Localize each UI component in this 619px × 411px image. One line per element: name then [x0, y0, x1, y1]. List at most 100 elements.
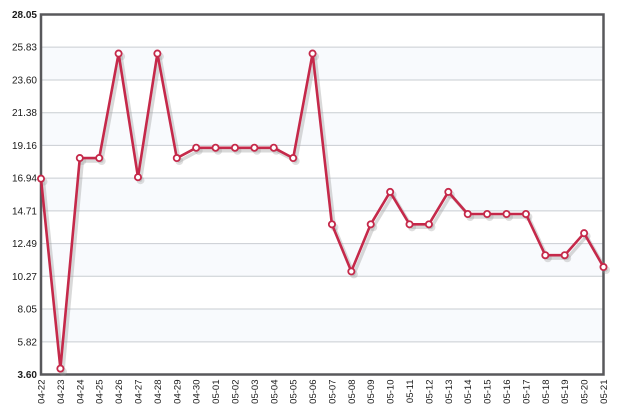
x-axis-label-group: 05-01: [211, 380, 222, 404]
plot-band: [41, 341, 604, 375]
x-axis-label-group: 04-29: [172, 380, 183, 404]
line-shadow: [41, 54, 608, 374]
data-point: [289, 154, 298, 163]
y-axis-label: 3.60: [18, 370, 38, 381]
y-axis-label: 10.27: [12, 272, 37, 283]
x-axis-label: 05-15: [483, 380, 494, 404]
x-axis-label: 05-08: [347, 380, 358, 404]
data-point: [405, 220, 414, 229]
x-axis-label: 05-05: [289, 380, 300, 404]
data-point: [56, 364, 65, 373]
x-axis-label-group: 04-24: [75, 380, 86, 404]
x-axis-label-group: 05-16: [502, 380, 513, 404]
data-point: [308, 49, 317, 58]
x-axis-label: 04-30: [192, 380, 203, 404]
x-axis-label-group: 04-25: [95, 380, 106, 404]
data-point: [386, 187, 395, 196]
data-point: [560, 251, 569, 260]
y-axis-label: 28.05: [12, 10, 37, 21]
plot-band: [41, 309, 604, 342]
plot-band: [41, 14, 604, 48]
x-axis-label-group: 05-11: [405, 380, 416, 404]
x-axis-label-group: 04-30: [192, 380, 203, 404]
x-axis-label: 05-12: [424, 380, 435, 404]
x-axis-label-group: 05-02: [230, 380, 241, 404]
data-point: [211, 143, 220, 152]
x-axis-label: 05-17: [521, 380, 532, 404]
data-point: [483, 210, 492, 219]
x-axis-label-group: 05-20: [580, 380, 591, 404]
x-axis-label: 05-11: [405, 380, 416, 404]
x-axis-label-group: 04-26: [114, 380, 125, 404]
data-point: [192, 143, 201, 152]
x-axis-label: 05-21: [599, 380, 610, 404]
data-point: [541, 251, 550, 260]
x-axis-label: 04-26: [114, 380, 125, 404]
x-axis-label-group: 05-06: [308, 380, 319, 404]
x-axis-label: 05-16: [502, 380, 513, 404]
x-axis-label: 05-06: [308, 380, 319, 404]
x-axis-label-group: 05-18: [541, 380, 552, 404]
y-axis-label: 25.83: [12, 43, 37, 54]
data-point: [95, 154, 104, 163]
x-axis-label: 04-27: [133, 380, 144, 404]
data-point: [153, 49, 162, 58]
plot-border: [39, 13, 605, 376]
data-point: [250, 143, 259, 152]
x-axis-label-group: 04-27: [133, 380, 144, 404]
data-point: [424, 220, 433, 229]
x-axis-label: 05-19: [560, 380, 571, 404]
x-axis-label: 05-07: [327, 380, 338, 404]
x-axis-label: 04-25: [95, 380, 106, 404]
y-axis-label: 8.05: [18, 304, 38, 315]
data-point: [463, 210, 472, 219]
data-point: [347, 267, 356, 276]
data-point: [230, 143, 239, 152]
x-axis-label-group: 05-05: [289, 380, 300, 404]
x-axis-label-group: 05-19: [560, 380, 571, 404]
x-axis-label-group: 05-13: [444, 380, 455, 404]
x-axis-label-group: 05-07: [327, 380, 338, 404]
data-point: [366, 220, 375, 229]
x-axis-label: 05-03: [250, 380, 261, 404]
x-axis-label: 05-13: [444, 380, 455, 404]
plot-band: [41, 178, 604, 211]
data-point: [37, 174, 46, 183]
x-axis-label-group: 05-17: [521, 380, 532, 404]
x-axis-label: 05-14: [463, 380, 474, 404]
y-axis-label: 12.49: [12, 239, 37, 250]
data-point: [444, 187, 453, 196]
data-point: [133, 173, 142, 182]
plot-band: [41, 47, 604, 80]
x-axis-label-group: 05-08: [347, 380, 358, 404]
plot-band: [41, 243, 604, 277]
x-axis-label: 04-23: [56, 380, 67, 404]
data-point: [327, 220, 336, 229]
data-point: [502, 210, 511, 219]
x-axis-label: 05-09: [366, 380, 377, 404]
x-axis-label-group: 04-22: [37, 380, 48, 404]
data-point: [599, 263, 608, 272]
x-axis-label-group: 05-15: [483, 380, 494, 404]
data-point: [269, 143, 278, 152]
x-axis-label-group: 05-09: [366, 380, 377, 404]
x-axis-label: 04-28: [153, 380, 164, 404]
x-axis-label-group: 05-21: [599, 380, 610, 404]
plot-band: [41, 79, 604, 113]
x-axis-label: 04-24: [75, 380, 86, 404]
y-axis-label: 5.82: [18, 337, 38, 348]
x-axis-label: 05-18: [541, 380, 552, 404]
y-axis-label: 16.94: [12, 174, 37, 185]
data-point: [521, 210, 530, 219]
x-axis-label: 05-01: [211, 380, 222, 404]
x-axis-label: 04-22: [37, 380, 48, 404]
x-axis-label: 05-10: [386, 380, 397, 404]
x-axis-label-group: 05-03: [250, 380, 261, 404]
data-point: [580, 229, 589, 238]
x-axis-label-group: 05-04: [269, 380, 280, 404]
y-axis-label: 21.38: [12, 108, 37, 119]
data-point: [172, 154, 181, 163]
x-axis-label-group: 05-10: [386, 380, 397, 404]
